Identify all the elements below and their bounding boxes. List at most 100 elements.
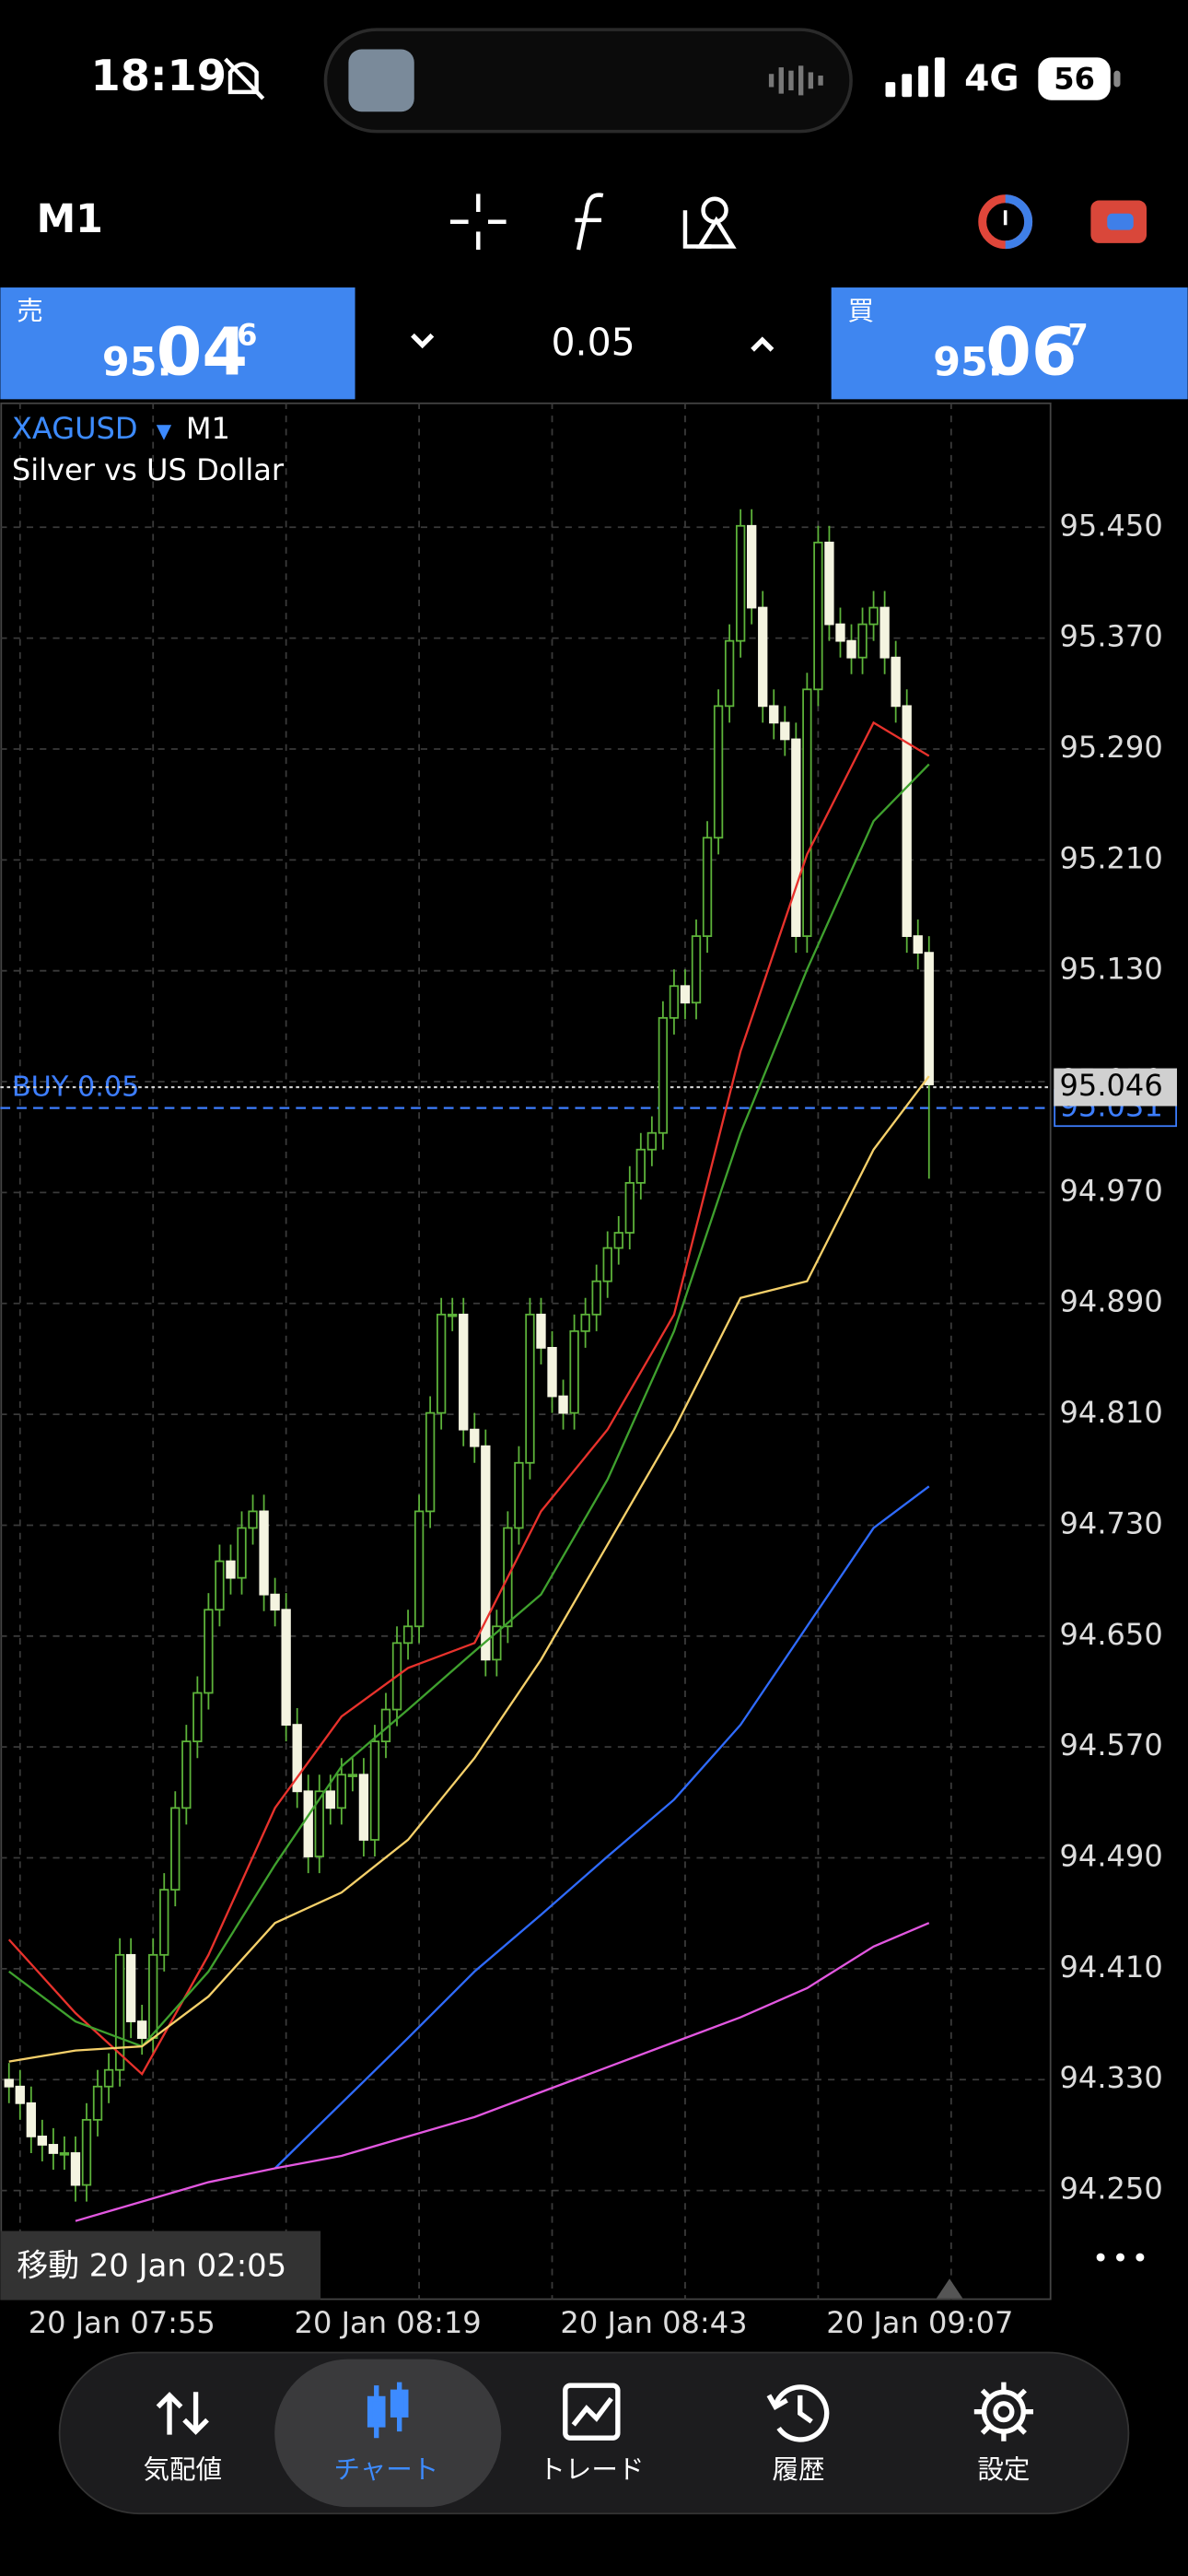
candle-body [204,1609,214,1694]
candle-body [170,1807,181,1891]
candle-body [59,2152,70,2156]
candle-body [558,1395,568,1414]
candle-body [448,1313,458,1317]
candle-body [114,1953,125,2071]
candle-body [492,1625,502,1661]
candle-body [769,705,779,724]
candle-body [624,1181,635,1234]
candle-body [658,1016,669,1134]
indicator-line [7,720,930,2077]
candle-body [758,606,768,708]
y-tick-label: 94.890 [1060,1284,1163,1319]
candle-body [92,2085,103,2121]
y-tick-label: 94.570 [1060,1727,1163,1762]
candle-body [724,639,735,708]
sell-price-main: 95. [102,339,172,385]
indicator-line [8,1075,930,2063]
trade-icon [563,2383,621,2441]
price-tag [1054,1068,1178,1107]
indicators-button[interactable] [575,193,604,251]
candle-body [525,1313,535,1464]
candle-body [635,1148,646,1184]
quotes-icon [156,2392,209,2435]
candle-body [125,1953,136,2022]
candle-body [292,1724,302,1793]
candle-body [103,2068,114,2088]
tab-label[interactable]: トレード [539,2454,644,2485]
y-tick-label: 94.730 [1060,1505,1163,1540]
buy-price-big: 06 [985,313,1077,390]
candle-body [813,541,823,691]
volume-up[interactable] [751,336,775,352]
candle-body [181,1740,192,1809]
candle-body [481,1445,491,1661]
scroll-badge [0,2231,321,2301]
audio-indicator [768,65,823,96]
y-tick-label: 94.490 [1060,1839,1163,1874]
sell-price-big: 04 [157,313,248,390]
candle-body [868,606,879,626]
candle-body [325,1790,335,1809]
sell-button[interactable] [0,287,355,400]
crosshair-button[interactable] [449,193,507,251]
candle-body [137,2020,147,2039]
candle-body [824,541,834,626]
tab-label[interactable]: チャート [334,2454,439,2485]
candle-body [148,1953,158,2039]
candle-body [4,2078,14,2088]
candle-body [226,1560,236,1579]
candle-body [281,1609,291,1726]
battery-tip [1113,70,1121,88]
candle-body [591,1280,601,1316]
one-click-button[interactable] [978,194,1033,250]
chart-icon [367,2382,409,2439]
candle-body [402,1625,413,1645]
candle-body [369,1740,380,1841]
tab-label[interactable]: 履歴 [772,2454,824,2485]
candle-body [358,1774,369,1841]
candle-body [514,1461,524,1529]
history-icon [766,2384,830,2442]
candle-body [26,2102,36,2137]
y-tick-label: 94.650 [1060,1617,1163,1652]
buy-price-main: 95. [933,339,1003,385]
sell-label: 売 [17,296,43,326]
dynamic-island [323,28,853,134]
objects-button[interactable] [682,196,737,249]
candle-body [425,1411,436,1513]
timeframe-button[interactable]: M1 [37,196,103,242]
candle-body [613,1232,623,1249]
chart-timeframe: M1 [186,411,230,446]
signal-icon [885,57,945,98]
y-tick-label: 94.330 [1060,2060,1163,2095]
candle-body [470,1428,480,1447]
tab-label[interactable]: 気配値 [144,2454,223,2485]
tab-label[interactable]: 設定 [977,2454,1030,2485]
indicator-line [8,763,930,2048]
chart-frame [0,402,1052,2301]
indicator-line [274,1485,930,2170]
symbol[interactable]: XAGUSD [12,411,138,446]
y-tick-label: 95.370 [1060,619,1163,654]
volume[interactable]: 0.05 [551,320,635,364]
candle-body [879,606,890,659]
x-tick-label: 20 Jan 09:07 [826,2305,1013,2340]
candle-body [857,623,868,659]
candle-body [602,1247,612,1282]
trade-button[interactable] [1090,200,1147,243]
battery [1038,57,1111,100]
candle-body [846,639,856,659]
clock: 18:19 [90,51,227,100]
volume-down[interactable] [411,333,435,349]
candle-body [547,1346,557,1398]
candle-body [713,705,724,839]
y-tick-label: 95.290 [1060,730,1163,765]
candle-body [192,1692,203,1743]
y-tick-label: 94.810 [1060,1395,1163,1430]
more-button[interactable] [1096,2253,1145,2262]
mute-icon [224,57,265,100]
symbol-dropdown[interactable]: ▼ [157,420,172,443]
candle-body [248,1510,258,1529]
buy-button[interactable] [831,287,1188,400]
